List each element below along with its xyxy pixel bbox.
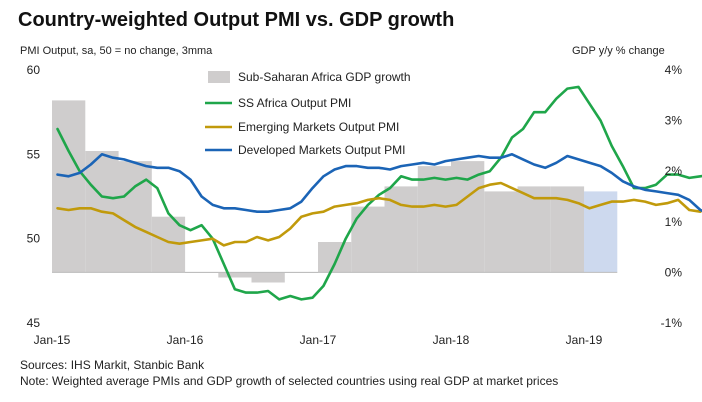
left-tick-label: 55	[27, 147, 41, 161]
legend-label-dm: Developed Markets Output PMI	[238, 143, 405, 157]
left-axis-ticks: 45 50 55 60	[27, 63, 41, 330]
right-tick-label: -1%	[661, 316, 683, 330]
right-tick-label: 0%	[665, 265, 683, 279]
right-tick-label: 4%	[665, 63, 683, 77]
left-tick-label: 45	[27, 316, 41, 330]
legend-label-ssa: SS Africa Output PMI	[238, 96, 351, 110]
gdp-bar-2017Q4	[417, 166, 452, 273]
x-tick-label: Jan-16	[167, 333, 204, 347]
right-axis-subtitle: GDP y/y % change	[572, 45, 665, 57]
right-tick-label: 1%	[665, 215, 683, 229]
x-tick-label: Jan-15	[34, 333, 71, 347]
right-tick-label: 3%	[665, 114, 683, 128]
source-note: Sources: IHS Markit, Stanbic Bank	[20, 358, 205, 372]
gdp-bar-2017Q1	[318, 242, 352, 273]
pmi-lines	[56, 85, 702, 301]
ssa-output-pmi-line	[56, 85, 702, 301]
left-tick-label: 60	[27, 63, 41, 77]
methodology-note: Note: Weighted average PMIs and GDP grow…	[20, 374, 559, 388]
right-tick-label: 2%	[665, 164, 683, 178]
em-output-pmi-line	[56, 181, 702, 247]
gdp-bar-2016Q2	[218, 272, 252, 278]
gdp-bar-2015Q3	[118, 161, 152, 273]
dm-output-pmi-line	[56, 153, 702, 213]
x-tick-label: Jan-18	[433, 333, 470, 347]
gdp-bar-2018Q3	[517, 186, 551, 273]
legend: Sub-Saharan Africa GDP growth SS Africa …	[205, 70, 411, 157]
right-axis-ticks: -1% 0% 1% 2% 3% 4%	[661, 63, 683, 330]
x-tick-label: Jan-19	[566, 333, 603, 347]
chart-title: Country-weighted Output PMI vs. GDP grow…	[18, 9, 455, 31]
legend-swatch-gdp	[208, 71, 230, 83]
left-axis-subtitle: PMI Output, sa, 50 = no change, 3mma	[20, 45, 213, 57]
gdp-bar-2016Q3	[251, 272, 285, 283]
legend-label-gdp: Sub-Saharan Africa GDP growth	[238, 70, 411, 84]
left-tick-label: 50	[27, 232, 41, 246]
gdp-bar-2015Q1	[52, 100, 86, 273]
gdp-bar-2017Q2	[351, 206, 385, 273]
x-axis-ticks: Jan-15 Jan-16 Jan-17 Jan-18 Jan-19	[34, 333, 603, 347]
x-tick-label: Jan-17	[300, 333, 337, 347]
legend-label-em: Emerging Markets Output PMI	[238, 120, 399, 134]
gdp-bar-2018Q2	[484, 191, 518, 273]
